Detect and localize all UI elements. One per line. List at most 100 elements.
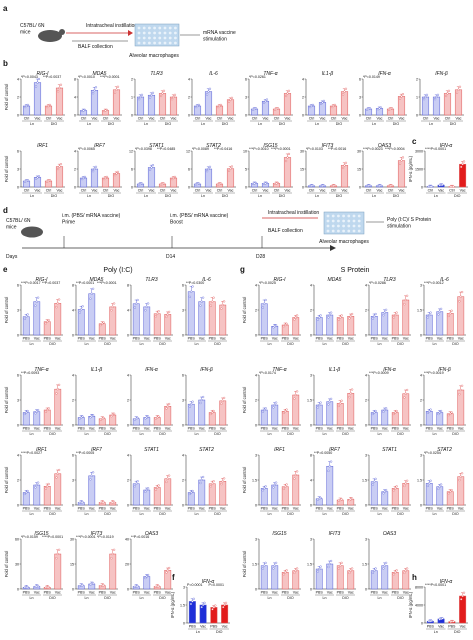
- y-tick-label: 2: [302, 96, 304, 100]
- data-point: [37, 585, 40, 588]
- data-point: [55, 392, 58, 395]
- data-point: [212, 606, 215, 609]
- group-label: DIO: [104, 512, 111, 516]
- x-tick-label: Vac: [293, 507, 299, 511]
- data-point: [343, 90, 346, 93]
- data-point: [348, 317, 351, 320]
- y-tick-label: 1.5: [252, 479, 257, 483]
- x-tick-label: Ctrl: [449, 189, 455, 193]
- x-tick-label: PBS: [337, 427, 345, 431]
- x-tick-label: PBS: [282, 591, 290, 595]
- data-point: [294, 393, 297, 397]
- significance-label: *P=0.0254: [424, 451, 441, 455]
- x-tick-label: Vac: [285, 117, 291, 121]
- x-tick-label: Vac: [92, 189, 98, 193]
- data-point: [151, 164, 155, 167]
- well-icon: [347, 219, 351, 223]
- x-tick-label: PBS: [99, 337, 107, 341]
- y-tick-label: 4: [255, 374, 257, 378]
- data-point: [47, 586, 50, 589]
- data-point: [285, 569, 288, 572]
- data-point: [55, 557, 58, 560]
- y-tick-label: 0: [72, 504, 74, 508]
- data-point: [110, 415, 113, 418]
- y-axis-label: Fold of control: [242, 297, 247, 324]
- data-point: [293, 318, 296, 321]
- y-axis-label: Fold of control: [242, 387, 247, 414]
- panel-e-title: Poly (I:C): [103, 267, 132, 274]
- bar: [326, 563, 334, 590]
- data-point: [113, 91, 117, 94]
- data-point: [461, 290, 464, 294]
- data-point: [218, 104, 221, 108]
- data-point: [189, 602, 193, 606]
- x-tick-label: Ctrl: [138, 189, 144, 193]
- data-point: [308, 105, 312, 109]
- group-label: Ln: [144, 194, 148, 198]
- well-icon: [148, 31, 151, 35]
- chart-title: ISG15: [34, 531, 48, 537]
- x-tick-label: PBS: [447, 337, 455, 341]
- data-point: [450, 309, 453, 312]
- x-tick-label: Vac: [327, 591, 333, 595]
- data-point: [94, 86, 98, 89]
- bar: [457, 389, 465, 426]
- data-point: [351, 567, 354, 570]
- x-tick-label: Vac: [220, 337, 226, 341]
- significance-label: **P=0.0016: [328, 147, 346, 151]
- bar: [402, 393, 410, 426]
- significance-label: ***P<0.0001: [100, 75, 120, 79]
- data-point: [382, 567, 385, 570]
- prime-label: Prime: [62, 220, 75, 226]
- chart-title: IRF7: [91, 447, 102, 453]
- data-point: [272, 567, 275, 570]
- x-tick-label: Ctrl: [46, 117, 52, 121]
- data-point: [287, 152, 291, 156]
- bar: [198, 301, 206, 336]
- bar: [283, 157, 292, 188]
- data-point: [25, 315, 28, 318]
- data-point: [102, 177, 106, 181]
- y-tick-label: 1500: [415, 168, 423, 172]
- y-tick-label: 6: [17, 284, 19, 288]
- bar: [219, 304, 227, 336]
- data-point: [284, 94, 288, 98]
- data-point: [207, 167, 210, 171]
- cells-label: Alveolar macrophages: [129, 53, 179, 59]
- group-label: DIO: [342, 432, 349, 436]
- y-tick-label: 4: [182, 454, 184, 458]
- data-point: [383, 311, 386, 314]
- y-tick-label: 0: [17, 114, 19, 118]
- data-point: [212, 409, 215, 413]
- data-point: [296, 390, 299, 393]
- x-tick-label: Ctrl: [81, 117, 87, 121]
- data-point: [428, 313, 431, 317]
- x-tick-label: PBS: [316, 337, 324, 341]
- bar: [457, 296, 465, 336]
- x-tick-label: Vac: [199, 427, 205, 431]
- y-tick-label: 3: [310, 538, 312, 542]
- y-tick-label: 0: [255, 334, 257, 338]
- y-tick-label: 0: [302, 186, 304, 190]
- x-tick-label: Vac: [34, 591, 40, 595]
- data-point: [264, 561, 267, 564]
- chart-title: STAT2: [437, 447, 452, 453]
- y-tick-label: 1.5: [252, 563, 257, 567]
- data-point: [459, 475, 462, 478]
- y-tick-label: 0: [131, 186, 133, 190]
- data-point: [426, 316, 429, 319]
- y-tick-label: 3: [365, 538, 367, 542]
- group-label: Ln: [433, 512, 437, 516]
- data-point: [374, 567, 377, 570]
- data-point: [447, 314, 450, 318]
- data-point: [89, 416, 92, 419]
- data-point: [34, 177, 38, 180]
- x-tick-label: Vac: [382, 337, 388, 341]
